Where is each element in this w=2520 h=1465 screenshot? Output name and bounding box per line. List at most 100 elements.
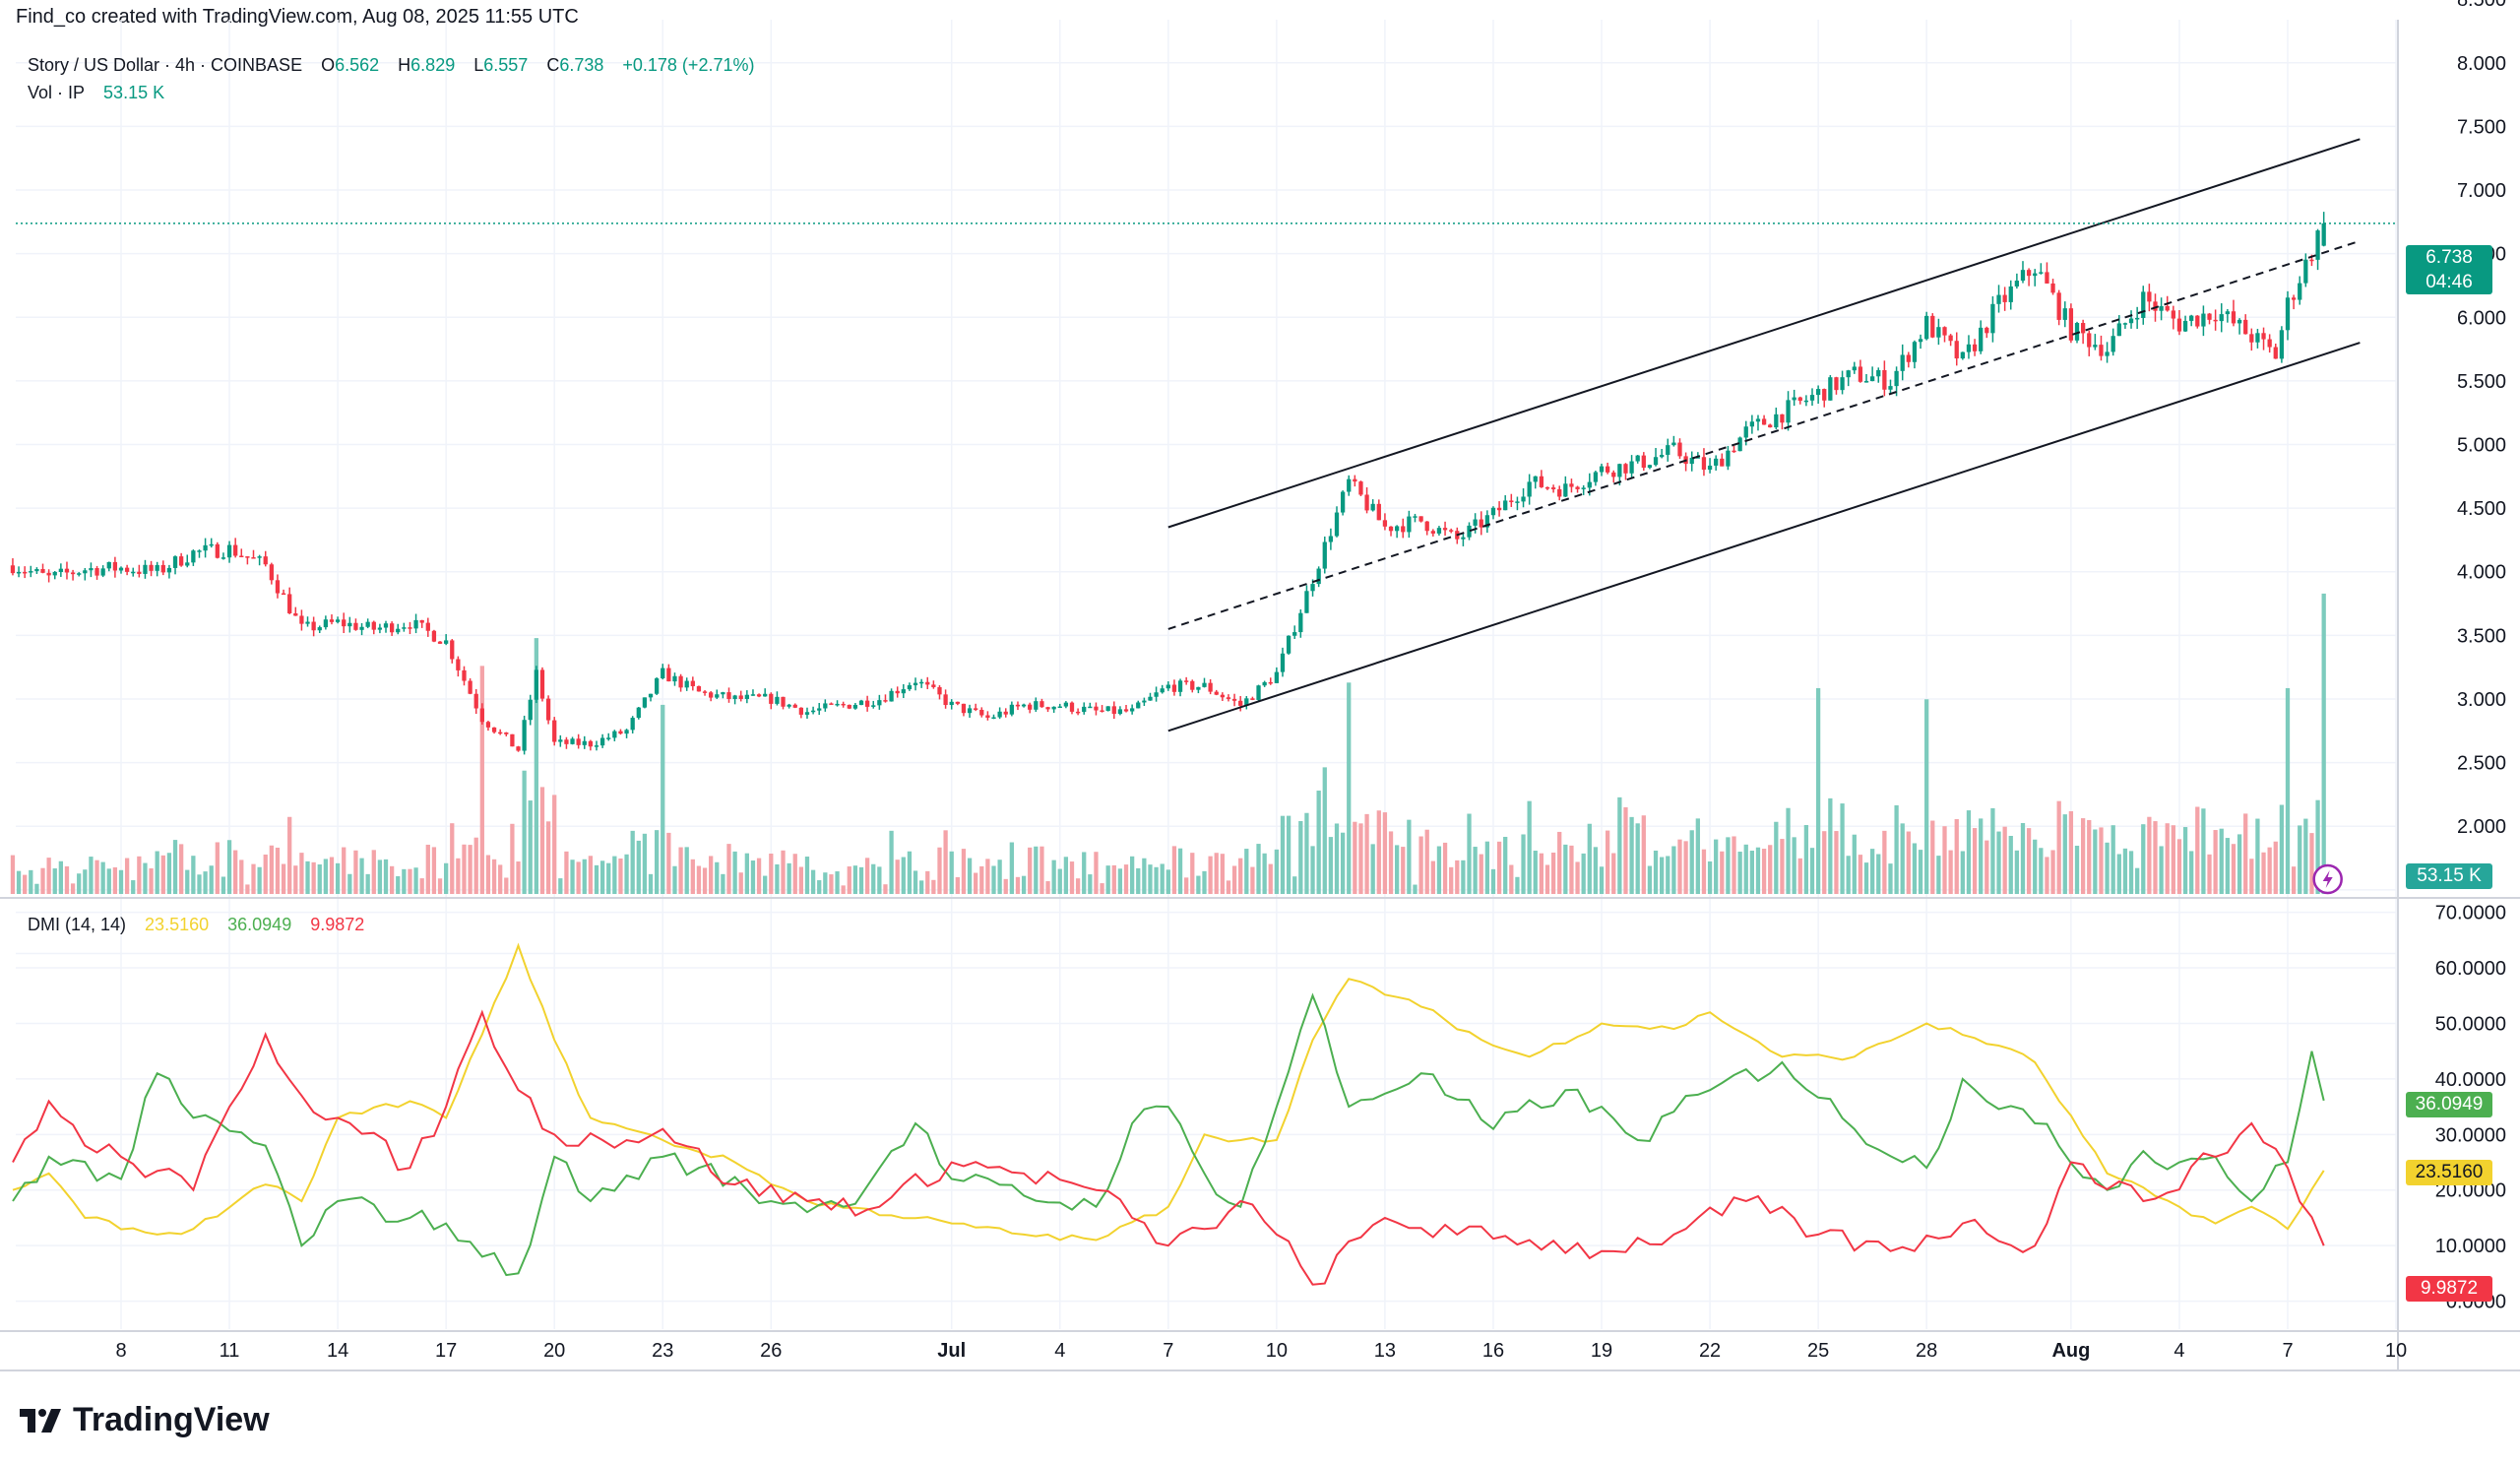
- candle: [1900, 344, 1905, 381]
- candle: [1009, 701, 1014, 717]
- candle: [2147, 284, 2152, 312]
- attribution-text: Find_co created with TradingView.com, Au…: [16, 6, 579, 28]
- volume-bar: [2153, 821, 2158, 894]
- volume-bar: [883, 884, 888, 894]
- candle: [1436, 526, 1442, 536]
- volume-bar: [666, 832, 671, 894]
- dmi-axis-label: 40.0000: [2435, 1069, 2506, 1091]
- candle: [552, 717, 557, 746]
- volume-bar: [1142, 858, 1147, 894]
- volume-bar: [744, 853, 749, 894]
- volume-bar: [1190, 853, 1195, 894]
- volume-bar: [1231, 865, 1237, 894]
- volume-bar: [1347, 682, 1352, 894]
- volume-bar: [2110, 825, 2115, 894]
- volume-bar: [967, 858, 973, 894]
- candle: [1509, 493, 1514, 507]
- candle: [696, 685, 702, 692]
- candle: [106, 561, 111, 572]
- price-axis: 8.5008.0007.5007.0006.5006.0005.5005.000…: [2435, 0, 2506, 1313]
- volume-bar: [1184, 877, 1189, 894]
- candle: [1732, 445, 1736, 453]
- volume-bar: [763, 875, 768, 894]
- volume-bar: [172, 840, 178, 894]
- candle: [889, 688, 894, 702]
- candle: [100, 565, 105, 578]
- volume-bar: [648, 873, 654, 894]
- volume-bar: [1605, 830, 1610, 894]
- volume-label[interactable]: Vol · IP: [28, 83, 86, 102]
- volume-bar: [64, 865, 70, 894]
- time-axis-label: 4: [1054, 1340, 1065, 1362]
- candle: [1557, 485, 1562, 501]
- candle: [1948, 334, 1953, 347]
- candle: [251, 549, 256, 559]
- candle: [437, 641, 443, 644]
- dmi-line-minusdi[interactable]: [12, 1009, 2325, 1286]
- candle: [858, 699, 864, 706]
- volume-bar: [775, 863, 780, 894]
- volume-bar: [1196, 875, 1201, 894]
- volume-bar: [817, 880, 822, 894]
- volume-bar: [16, 870, 22, 894]
- candle: [1040, 698, 1044, 708]
- candle: [1304, 585, 1309, 613]
- candle: [528, 694, 533, 726]
- grid-lines: [16, 20, 2397, 1329]
- candle: [756, 693, 762, 698]
- candle: [1171, 679, 1177, 696]
- candle: [750, 689, 756, 696]
- candle: [299, 609, 304, 631]
- volume-bar: [52, 868, 57, 894]
- candle: [1924, 311, 1929, 341]
- candle: [599, 733, 605, 748]
- dmi-line-plusdi[interactable]: [12, 992, 2325, 1277]
- candle: [468, 678, 472, 695]
- channel-middle-line[interactable]: [1167, 239, 2361, 630]
- tradingview-brand[interactable]: TradingView: [18, 1401, 270, 1439]
- candle: [1792, 389, 1796, 407]
- volume-bar: [2219, 828, 2224, 894]
- volume-bar: [89, 857, 94, 894]
- candle: [1208, 678, 1213, 695]
- channel-upper-line[interactable]: [1167, 138, 2361, 529]
- dmi-label[interactable]: DMI (14, 14): [28, 915, 127, 934]
- volume-bar: [1780, 839, 1785, 894]
- dmi-line-adx[interactable]: [12, 942, 2325, 1242]
- candle: [1755, 414, 1761, 431]
- volume-bar: [1407, 819, 1412, 894]
- volume-bar: [2033, 839, 2038, 894]
- volume-bar: [359, 858, 364, 894]
- candle: [1882, 360, 1887, 397]
- price-axis-label: 7.500: [2457, 116, 2506, 138]
- candle: [197, 549, 202, 558]
- volume-bar: [925, 870, 930, 894]
- candle: [2195, 315, 2200, 329]
- symbol-name[interactable]: Story / US Dollar · 4h · COINBASE: [28, 55, 303, 75]
- channel-lower-line[interactable]: [1167, 342, 2361, 732]
- volume-bar: [1388, 831, 1394, 894]
- volume-bar: [1418, 836, 1423, 894]
- candle: [58, 563, 64, 577]
- candle: [1858, 359, 1863, 383]
- volume-bar: [1461, 860, 1466, 894]
- candle: [877, 694, 882, 710]
- candle: [444, 634, 449, 646]
- volume-bar: [1557, 831, 1562, 894]
- candle: [624, 729, 629, 738]
- volume-bar: [1930, 820, 1935, 894]
- volume-bar: [588, 856, 594, 894]
- candle: [377, 623, 383, 634]
- candle: [1660, 448, 1665, 459]
- volume-bar: [1238, 858, 1243, 894]
- candle: [883, 694, 888, 703]
- candle: [2122, 322, 2128, 329]
- candle: [2105, 342, 2110, 363]
- candle: [1714, 455, 1719, 471]
- volume-bar: [919, 880, 924, 894]
- candle: [450, 639, 455, 664]
- lightning-icon[interactable]: [2312, 863, 2343, 895]
- candle: [317, 625, 322, 634]
- price-axis-label: 4.000: [2457, 562, 2506, 584]
